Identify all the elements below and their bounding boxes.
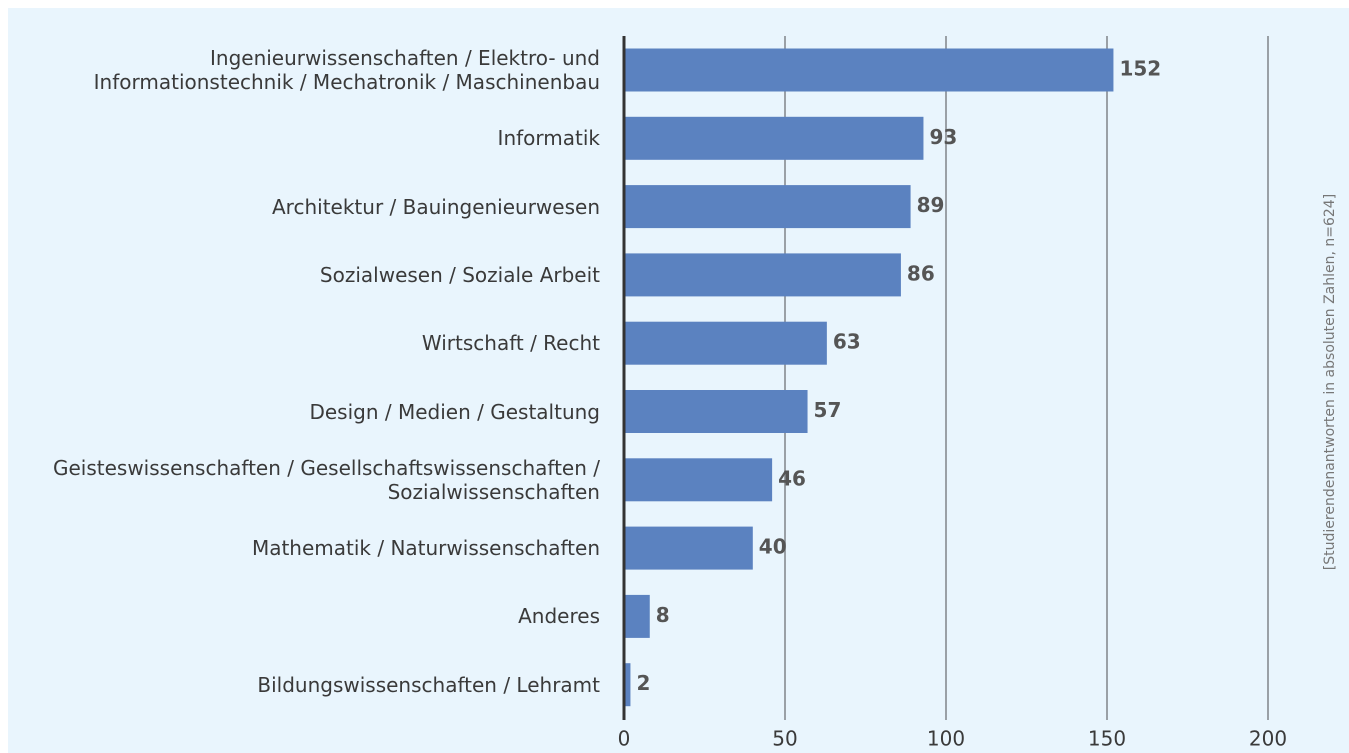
- value-label: 63: [833, 330, 861, 354]
- value-label: 40: [759, 535, 787, 559]
- x-tick-label: 50: [772, 727, 797, 751]
- value-label: 2: [636, 671, 650, 695]
- category-label: Mathematik / Naturwissenschaften: [251, 536, 600, 561]
- bar: [624, 594, 650, 638]
- x-tick-label: 0: [618, 727, 631, 751]
- bar: [624, 458, 773, 502]
- category-label: Design / Medien / Gestaltung: [309, 399, 600, 424]
- value-label: 86: [907, 261, 935, 285]
- category-label: Ingenieurwissenschaften / Elektro- und I…: [93, 46, 600, 94]
- bar: [624, 663, 631, 707]
- value-label: 46: [778, 466, 806, 490]
- category-label: Geisteswissenschaften / Gesellschaftswis…: [52, 455, 600, 504]
- category-label: Architektur / Bauingenieurwesen: [272, 194, 600, 219]
- bar: [624, 321, 827, 365]
- x-tick-label: 100: [927, 727, 965, 751]
- bar: [624, 253, 901, 297]
- bar: [624, 390, 808, 433]
- x-tick-label: 150: [1088, 727, 1126, 751]
- bar: [624, 116, 924, 160]
- value-label: 57: [814, 398, 842, 422]
- bar: [624, 185, 911, 229]
- category-label: Anderes: [518, 604, 600, 629]
- category-label: Bildungswissenschaften / Lehramt: [257, 672, 600, 697]
- bar: [624, 48, 1114, 92]
- bar: [624, 526, 753, 570]
- side-label: [Studierendenantworten in absoluten Zahl…: [1322, 194, 1338, 570]
- value-label: 152: [1119, 57, 1161, 81]
- x-tick-label: 200: [1249, 727, 1287, 751]
- category-label: Sozialwesen / Soziale Arbeit: [319, 262, 600, 287]
- category-label: Wirtschaft / Recht: [421, 331, 600, 356]
- category-label: Informatik: [497, 126, 600, 151]
- value-label: 89: [917, 193, 945, 217]
- value-label: 8: [656, 603, 670, 627]
- value-label: 93: [929, 125, 957, 149]
